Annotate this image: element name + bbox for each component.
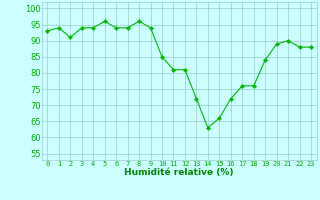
X-axis label: Humidité relative (%): Humidité relative (%) <box>124 168 234 177</box>
